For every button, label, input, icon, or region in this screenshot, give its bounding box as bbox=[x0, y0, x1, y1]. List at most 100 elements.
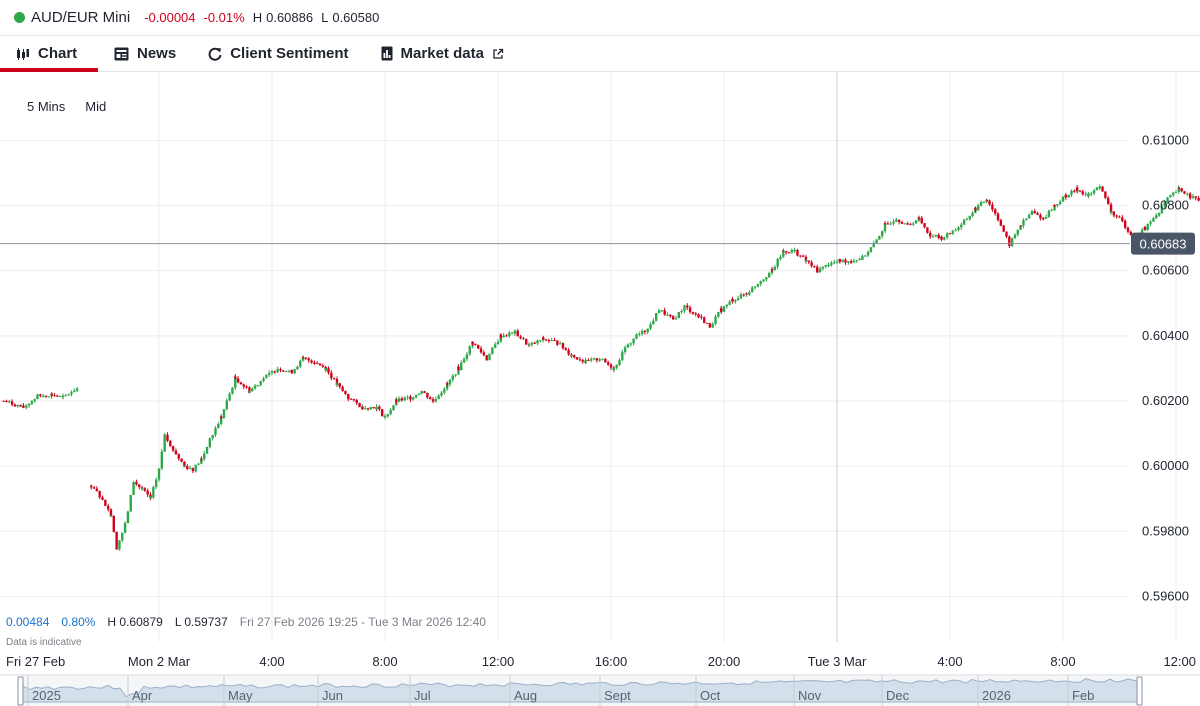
candle-body bbox=[477, 344, 480, 349]
candle-body bbox=[773, 266, 777, 270]
candle-body bbox=[821, 266, 825, 269]
candle-body bbox=[58, 395, 62, 397]
candle-body bbox=[1073, 190, 1076, 192]
candle-body bbox=[900, 222, 904, 224]
candle-body bbox=[25, 405, 28, 408]
candle-body bbox=[290, 369, 293, 374]
candle-body bbox=[640, 331, 644, 334]
tab-client-sentiment[interactable]: Client Sentiment bbox=[192, 36, 364, 71]
candle-body bbox=[1056, 204, 1059, 206]
candle-body bbox=[61, 396, 65, 398]
candle-body bbox=[75, 388, 79, 391]
candle-body bbox=[553, 340, 556, 342]
candle-body bbox=[1112, 211, 1116, 216]
candle-body bbox=[200, 458, 203, 460]
candle-body bbox=[157, 468, 161, 470]
candle-body bbox=[717, 312, 720, 317]
candle-body bbox=[779, 256, 782, 260]
candle-body bbox=[1163, 202, 1166, 207]
candle-body bbox=[542, 337, 545, 340]
candle-body bbox=[680, 311, 683, 313]
candle-body bbox=[383, 416, 387, 418]
candle-body bbox=[708, 324, 712, 328]
candle-body bbox=[132, 482, 135, 484]
candle-body bbox=[638, 333, 641, 335]
candle-body bbox=[974, 207, 977, 211]
candle-body bbox=[211, 435, 214, 439]
candle-body bbox=[335, 383, 339, 386]
y-tick-label: 0.60600 bbox=[1142, 263, 1189, 278]
candle-body bbox=[643, 331, 647, 333]
candle-body bbox=[736, 298, 740, 301]
period-high: H 0.60879 bbox=[107, 615, 163, 629]
navigator-month-label: Apr bbox=[132, 688, 153, 703]
candle-body bbox=[883, 223, 887, 225]
tab-chart[interactable]: Chart bbox=[0, 36, 98, 72]
candle-body bbox=[1047, 210, 1051, 218]
candle-body bbox=[225, 400, 228, 410]
candle-body bbox=[338, 383, 341, 387]
candle-body bbox=[397, 398, 401, 402]
candle-body bbox=[1090, 193, 1093, 195]
candle-body bbox=[121, 532, 124, 541]
tab-market-data[interactable]: Market data bbox=[365, 36, 520, 71]
candle-body bbox=[889, 223, 892, 225]
candle-body bbox=[728, 301, 731, 305]
candle-body bbox=[426, 392, 429, 398]
candle-body bbox=[1180, 188, 1183, 192]
price-type-selector[interactable]: Mid bbox=[85, 99, 107, 114]
candle-body bbox=[186, 466, 189, 469]
x-tick-label: 16:00 bbox=[595, 654, 628, 669]
candle-body bbox=[1053, 205, 1056, 210]
candle-body bbox=[1050, 209, 1053, 211]
range-navigator[interactable]: 2025 Apr May Jun Jul Aug Sept Oct Nov Dec 2026 Feb bbox=[0, 674, 1200, 706]
candle-body bbox=[906, 223, 909, 225]
candle-body bbox=[471, 341, 474, 344]
candle-body bbox=[448, 379, 452, 385]
candle-body bbox=[256, 384, 260, 386]
tab-news[interactable]: News bbox=[98, 36, 192, 71]
candle-body bbox=[273, 371, 277, 373]
candle-body bbox=[287, 371, 291, 373]
candle-body bbox=[923, 223, 926, 228]
candle-body bbox=[510, 332, 514, 334]
period-range: Fri 27 Feb 2026 19:25 - Tue 3 Mar 2026 1… bbox=[239, 615, 486, 629]
candle-body bbox=[592, 358, 596, 360]
candle-body bbox=[222, 409, 226, 418]
candle-body bbox=[1098, 186, 1101, 188]
candle-body bbox=[310, 360, 313, 363]
candle-body bbox=[550, 340, 553, 342]
candle-body bbox=[332, 378, 336, 380]
candle-body bbox=[214, 428, 217, 436]
candle-body bbox=[126, 511, 130, 524]
candle-body bbox=[556, 340, 559, 344]
candle-body bbox=[561, 343, 565, 349]
candle-body bbox=[584, 360, 587, 363]
candle-body bbox=[208, 438, 212, 442]
interval-selector[interactable]: 5 Mins bbox=[27, 99, 66, 114]
candle-body bbox=[864, 255, 867, 257]
candle-body bbox=[355, 399, 358, 404]
candle-body bbox=[810, 262, 813, 267]
chart-toolbar: 5 Mins Mid bbox=[27, 99, 106, 114]
candle-body bbox=[22, 405, 25, 408]
candle-body bbox=[375, 406, 378, 410]
candle-body bbox=[344, 390, 347, 394]
y-axis: 0.61000 0.60800 0.60600 0.60400 0.60200 0.600… bbox=[1142, 132, 1189, 603]
period-change: 0.00484 bbox=[6, 615, 50, 629]
candle-body bbox=[601, 358, 604, 360]
candle-body bbox=[369, 407, 373, 410]
candle-body bbox=[883, 223, 887, 232]
candle-body bbox=[1118, 216, 1121, 218]
candle-body bbox=[539, 340, 542, 342]
candle-body bbox=[827, 265, 830, 267]
candle-body bbox=[228, 393, 231, 401]
candle-body bbox=[683, 305, 686, 307]
price-chart[interactable]: 0.61000 0.60800 0.60600 0.60400 0.60200 0.600… bbox=[0, 72, 1200, 706]
current-price-value: 0.60683 bbox=[1140, 237, 1187, 252]
candle-body bbox=[929, 232, 932, 234]
candle-body bbox=[869, 247, 873, 252]
period-stats: 0.00484 0.80% H 0.60879 L 0.59737 Fri 27… bbox=[6, 615, 498, 629]
candle-body bbox=[654, 313, 658, 321]
candle-body bbox=[64, 395, 67, 397]
